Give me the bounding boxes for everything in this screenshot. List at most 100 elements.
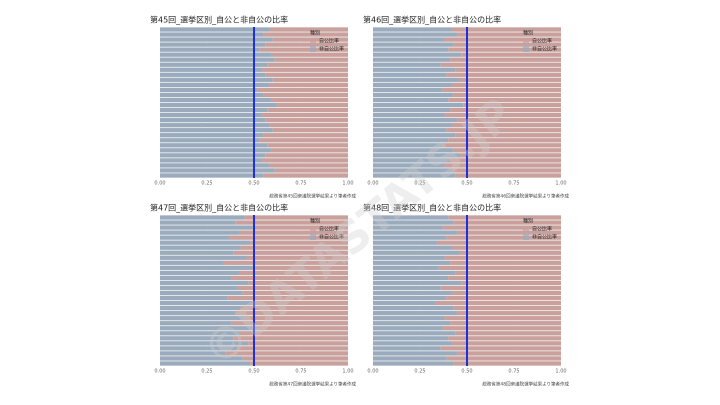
bar-segment bbox=[237, 346, 348, 351]
bar-segment bbox=[160, 92, 264, 98]
bar-segment bbox=[450, 321, 561, 326]
bar-segment bbox=[265, 118, 348, 123]
bar-segment bbox=[457, 32, 561, 37]
bar-segment bbox=[373, 255, 445, 260]
bar-segment bbox=[373, 240, 437, 245]
legend-title: 種別 bbox=[310, 218, 320, 225]
bar-segment bbox=[160, 300, 253, 306]
bar-segment bbox=[373, 138, 449, 143]
bar-segment bbox=[373, 306, 454, 311]
legend-label: 非自公比率 bbox=[532, 46, 557, 53]
bar-segment bbox=[448, 215, 561, 220]
bar-segment bbox=[373, 42, 454, 47]
caption: 総務省第45回衆議院選挙結果より筆者作成 bbox=[269, 193, 356, 200]
bar-segment bbox=[160, 128, 273, 133]
bar-segment bbox=[442, 225, 561, 230]
bar-segment bbox=[257, 87, 348, 93]
bar-segment bbox=[373, 285, 441, 291]
bar-segment bbox=[444, 255, 561, 260]
legend-label: 非自公比率 bbox=[319, 234, 344, 241]
x-tick-label: 0.75 bbox=[295, 369, 306, 375]
bar-segment bbox=[233, 250, 348, 255]
bar-segment bbox=[269, 27, 348, 32]
bar-segment bbox=[373, 128, 447, 133]
bar-segment bbox=[373, 47, 449, 52]
charts: 第45回_選挙区別_自公と非自公の比率 0.00 0.25 0.50 0.75 1.00 種… bbox=[150, 15, 569, 388]
bar-segment bbox=[446, 235, 561, 240]
bar-segment bbox=[160, 153, 266, 158]
bar-segment bbox=[373, 148, 454, 153]
bar-segment bbox=[229, 235, 348, 240]
x-tick-label: 0.00 bbox=[154, 369, 165, 375]
x-tick-label: 1.00 bbox=[555, 181, 566, 187]
bar-segment bbox=[453, 306, 561, 311]
x-tick-label: 0.50 bbox=[461, 369, 472, 375]
bar-segment bbox=[448, 47, 561, 52]
bar-segment bbox=[269, 123, 348, 128]
bar-segment bbox=[451, 290, 561, 296]
legend-swatch bbox=[310, 46, 316, 52]
bar-segment bbox=[254, 225, 348, 230]
bar-segment bbox=[373, 77, 460, 82]
x-tick-label: 0.00 bbox=[367, 369, 378, 375]
bar-segment bbox=[248, 280, 348, 286]
bar-segment bbox=[455, 331, 561, 336]
bar-segment bbox=[250, 361, 348, 366]
caption: 総務省第48回衆議院選挙結果より筆者作成 bbox=[482, 381, 569, 388]
bar-segment bbox=[274, 57, 348, 62]
bar-segment bbox=[255, 265, 348, 270]
bar-segment bbox=[373, 97, 449, 103]
bar-segment bbox=[373, 107, 451, 113]
bar-segment bbox=[261, 112, 348, 118]
bar-segment bbox=[450, 107, 561, 113]
bar-segment bbox=[235, 311, 348, 316]
bar-segment bbox=[373, 37, 445, 42]
bar-segment bbox=[160, 148, 271, 153]
bar-segment bbox=[373, 336, 449, 341]
bar-segment bbox=[448, 97, 561, 103]
bar-segment bbox=[160, 235, 230, 240]
bar-segment bbox=[444, 163, 561, 168]
legend-swatch bbox=[310, 234, 316, 240]
bar-segment bbox=[160, 285, 238, 291]
bar-segment bbox=[160, 351, 226, 356]
bar-segment bbox=[373, 346, 441, 351]
legend-title: 種別 bbox=[523, 30, 533, 37]
bar-segment bbox=[373, 158, 451, 163]
bar-segment bbox=[248, 341, 348, 346]
bar-segment bbox=[160, 346, 238, 351]
legend-label: 自公比率 bbox=[319, 38, 339, 45]
legend-label: 自公比率 bbox=[532, 226, 552, 233]
bar-segment bbox=[160, 138, 260, 143]
bar-segment bbox=[223, 260, 348, 265]
bar-segment bbox=[457, 118, 561, 123]
bar-segment bbox=[444, 112, 561, 118]
bar-segment bbox=[274, 168, 348, 173]
bar-segment bbox=[373, 290, 452, 296]
bar-segment bbox=[446, 356, 561, 361]
bar-segment bbox=[267, 107, 348, 113]
bar-segment bbox=[238, 230, 348, 235]
bar-segment bbox=[373, 295, 447, 301]
bar-segment bbox=[453, 42, 561, 47]
legend-swatch bbox=[523, 234, 529, 240]
bar-segment bbox=[373, 67, 456, 72]
bar-segment bbox=[373, 280, 462, 286]
x-tick-label: 0.75 bbox=[295, 181, 306, 187]
bar-segment bbox=[269, 82, 348, 87]
x-tick-label: 0.50 bbox=[248, 181, 259, 187]
bar-segment bbox=[160, 215, 245, 220]
bar-segment bbox=[373, 250, 460, 255]
bar-segment bbox=[463, 102, 561, 108]
bar-segment bbox=[160, 270, 239, 275]
legend-label: 非自公比率 bbox=[532, 234, 557, 241]
bar-segment bbox=[373, 82, 452, 87]
bar-segment bbox=[453, 148, 561, 153]
bar-segment bbox=[160, 107, 268, 113]
bar-segment bbox=[373, 230, 458, 235]
bar-segment bbox=[244, 215, 348, 220]
x-tick-label: 0.00 bbox=[154, 181, 165, 187]
bar-segment bbox=[373, 331, 456, 336]
